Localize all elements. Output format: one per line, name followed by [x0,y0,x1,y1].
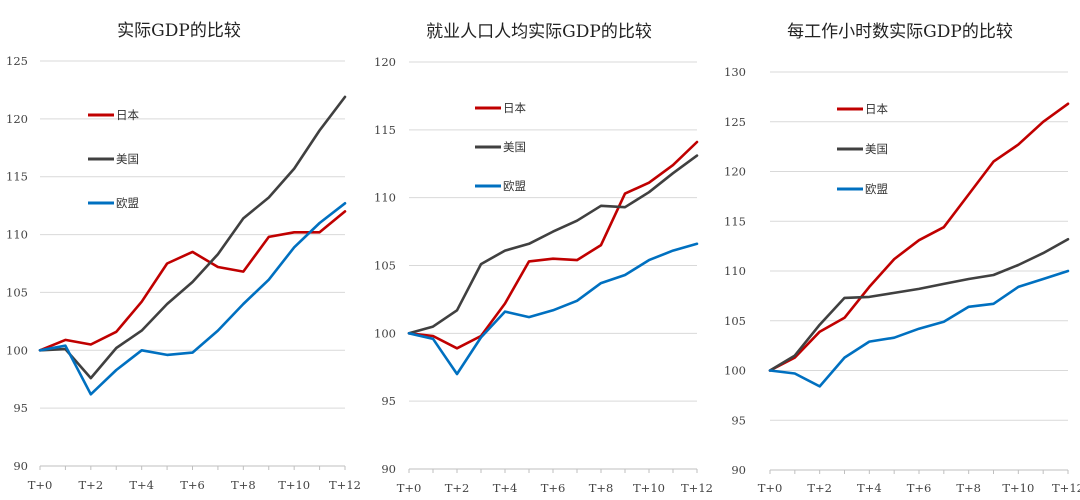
x-tick-label: T+12 [681,481,713,495]
series-line-1 [407,154,699,335]
y-tick-label: 115 [374,123,396,137]
y-tick-label: 125 [724,115,746,129]
legend-label: 美国 [865,142,888,156]
chart-panel-gdp-per-worker: 90 95 100 105 110 115 120 T+0 T+2 T+4 T+6 T+8 T+10 T+… [374,22,713,495]
y-tick-label: 90 [381,462,396,476]
y-tick-label: 105 [6,285,28,299]
x-tick-label: T+6 [180,478,205,492]
x-tick-label: T+10 [278,478,310,492]
x-tick-label: T+10 [633,481,665,495]
y-tick-label: 125 [6,54,28,68]
x-tick-label: T+2 [445,481,470,495]
x-tick-label: T+0 [758,481,783,495]
series-line-2 [768,269,1070,388]
x-tick-label: T+2 [807,481,832,495]
x-tick-label: T+12 [1052,481,1080,495]
y-tick-label: 110 [724,264,746,278]
x-tick-label: T+4 [493,481,518,495]
y-tick-label: 120 [374,55,396,69]
legend-label: 美国 [503,140,526,154]
y-tick-label: 95 [13,401,28,415]
series-line-2 [407,242,699,376]
y-tick-label: 100 [374,326,396,340]
y-tick-label: 130 [724,65,746,79]
chart-title: 就业人口人均实际GDP的比较 [426,22,652,42]
legend-label: 欧盟 [503,179,526,193]
y-tick-label: 110 [374,191,396,205]
y-tick-label: 100 [724,364,746,378]
x-tick-label: T+0 [397,481,422,495]
legend-label: 欧盟 [865,182,888,196]
chart-panel-gdp: 90 95 100 105 110 115 120 125 T+0 T+2 T+4 T+6 T+8 T+1… [6,21,361,492]
x-tick-label: T+8 [956,481,981,495]
y-tick-label: 115 [6,170,28,184]
chart-title: 实际GDP的比较 [117,21,241,41]
y-tick-label: 105 [724,314,746,328]
y-tick-label: 105 [374,259,396,273]
series-line-0 [407,140,699,350]
x-tick-label: T+8 [589,481,614,495]
y-tick-label: 120 [724,165,746,179]
series-line-0 [768,102,1070,372]
chart-title: 每工作小时数实际GDP的比较 [787,22,1013,42]
series-line-2 [38,202,347,396]
y-tick-label: 115 [724,214,746,228]
series-line-0 [38,210,347,352]
x-tick-label: T+8 [231,478,256,492]
y-tick-label: 90 [731,463,746,477]
legend-label: 日本 [116,108,139,122]
x-tick-label: T+10 [1002,481,1034,495]
series-line-1 [768,237,1070,372]
x-tick-label: T+12 [329,478,361,492]
y-tick-label: 90 [13,459,28,473]
y-tick-label: 110 [6,228,28,242]
x-tick-label: T+2 [79,478,104,492]
series-line-1 [38,95,347,380]
legend-label: 日本 [503,101,526,115]
legend-label: 美国 [116,152,139,166]
chart-panel-gdp-per-hour: 90 95 100 105 110 115 120 125 130 T+0 T+2 T+4 T+6 T+8… [724,22,1080,495]
legend-label: 欧盟 [116,196,139,210]
y-tick-label: 120 [6,112,28,126]
x-tick-label: T+4 [857,481,882,495]
y-tick-label: 95 [381,394,396,408]
x-tick-label: T+6 [541,481,566,495]
y-tick-label: 100 [6,343,28,357]
y-tick-label: 95 [731,413,746,427]
legend-label: 日本 [865,102,888,116]
x-tick-label: T+4 [129,478,154,492]
x-tick-label: T+6 [907,481,932,495]
x-tick-label: T+0 [28,478,53,492]
